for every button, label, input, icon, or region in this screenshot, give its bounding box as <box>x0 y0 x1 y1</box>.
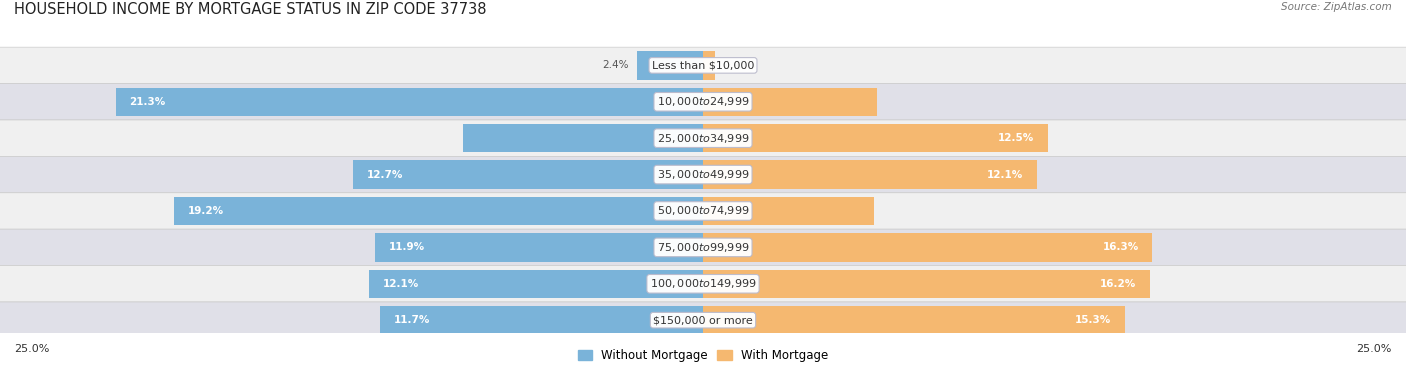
Bar <box>463 124 703 152</box>
Text: $100,000 to $149,999: $100,000 to $149,999 <box>650 277 756 290</box>
Text: 6.3%: 6.3% <box>714 97 741 107</box>
FancyBboxPatch shape <box>0 193 1406 229</box>
FancyBboxPatch shape <box>0 266 1406 302</box>
Bar <box>381 306 703 335</box>
Text: $75,000 to $99,999: $75,000 to $99,999 <box>657 241 749 254</box>
Bar <box>174 197 703 225</box>
Text: 16.3%: 16.3% <box>1102 242 1139 253</box>
Text: 12.1%: 12.1% <box>987 170 1022 180</box>
Text: 8.7%: 8.7% <box>665 133 692 143</box>
Bar <box>703 197 875 225</box>
Bar <box>703 88 877 116</box>
Text: 0.45%: 0.45% <box>724 60 756 70</box>
Bar <box>375 233 703 262</box>
Text: 21.3%: 21.3% <box>129 97 166 107</box>
Bar <box>703 270 1150 298</box>
Text: Source: ZipAtlas.com: Source: ZipAtlas.com <box>1281 2 1392 12</box>
Text: 12.1%: 12.1% <box>384 279 419 289</box>
Text: $50,000 to $74,999: $50,000 to $74,999 <box>657 204 749 217</box>
Bar <box>637 51 703 80</box>
Text: $10,000 to $24,999: $10,000 to $24,999 <box>657 95 749 108</box>
Text: 25.0%: 25.0% <box>1357 344 1392 353</box>
Text: 12.5%: 12.5% <box>998 133 1033 143</box>
FancyBboxPatch shape <box>0 229 1406 266</box>
Text: 15.3%: 15.3% <box>1074 315 1111 325</box>
FancyBboxPatch shape <box>0 156 1406 193</box>
Bar <box>703 124 1047 152</box>
Text: 11.7%: 11.7% <box>394 315 430 325</box>
Legend: Without Mortgage, With Mortgage: Without Mortgage, With Mortgage <box>574 344 832 367</box>
Text: $25,000 to $34,999: $25,000 to $34,999 <box>657 132 749 145</box>
Bar <box>703 160 1036 189</box>
FancyBboxPatch shape <box>0 47 1406 84</box>
Bar <box>703 51 716 80</box>
Text: 16.2%: 16.2% <box>1099 279 1136 289</box>
Text: 25.0%: 25.0% <box>14 344 49 353</box>
Bar <box>353 160 703 189</box>
Text: 12.7%: 12.7% <box>367 170 404 180</box>
Text: 19.2%: 19.2% <box>187 206 224 216</box>
Text: 6.2%: 6.2% <box>714 206 741 216</box>
Text: HOUSEHOLD INCOME BY MORTGAGE STATUS IN ZIP CODE 37738: HOUSEHOLD INCOME BY MORTGAGE STATUS IN Z… <box>14 2 486 17</box>
Bar <box>703 233 1153 262</box>
Bar <box>115 88 703 116</box>
Text: 2.4%: 2.4% <box>602 60 628 70</box>
Bar <box>370 270 703 298</box>
Text: $150,000 or more: $150,000 or more <box>654 315 752 325</box>
FancyBboxPatch shape <box>0 84 1406 120</box>
FancyBboxPatch shape <box>0 120 1406 156</box>
Text: Less than $10,000: Less than $10,000 <box>652 60 754 70</box>
Bar <box>703 306 1125 335</box>
Text: 11.9%: 11.9% <box>388 242 425 253</box>
FancyBboxPatch shape <box>0 302 1406 338</box>
Text: $35,000 to $49,999: $35,000 to $49,999 <box>657 168 749 181</box>
